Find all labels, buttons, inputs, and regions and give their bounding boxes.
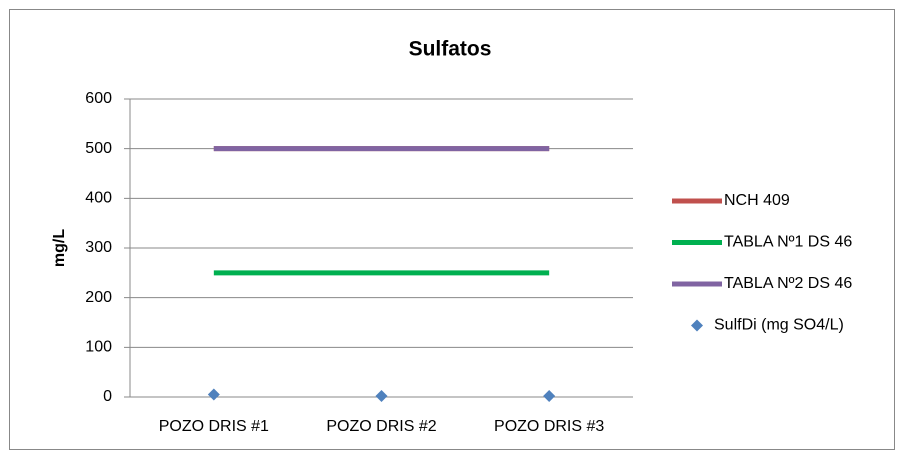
- x-tick-label: POZO DRIS #2: [326, 418, 436, 435]
- legend-label: SulfDi (mg SO4/L): [714, 317, 844, 334]
- legend-label: TABLA Nº1 DS 46: [724, 234, 852, 251]
- legend-swatch: [691, 319, 703, 332]
- x-tick-label: POZO DRIS #1: [159, 418, 269, 435]
- legend-label: TABLA Nº2 DS 46: [724, 275, 852, 292]
- data-point: [207, 388, 220, 401]
- legend-label: NCH 409: [724, 192, 790, 209]
- y-tick-label: 200: [85, 289, 112, 306]
- x-tick-label: POZO DRIS #3: [494, 418, 604, 435]
- chart-border: [9, 9, 895, 450]
- data-point: [375, 390, 388, 403]
- chart-title: Sulfatos: [409, 38, 492, 61]
- y-axis-label: mg/L: [51, 229, 68, 267]
- data-point: [543, 390, 556, 403]
- y-tick-label: 400: [85, 190, 112, 207]
- y-tick-label: 600: [85, 90, 112, 107]
- y-tick-label: 500: [85, 140, 112, 157]
- y-tick-label: 100: [85, 339, 112, 356]
- y-tick-label: 300: [85, 239, 112, 256]
- y-tick-label: 0: [103, 388, 112, 405]
